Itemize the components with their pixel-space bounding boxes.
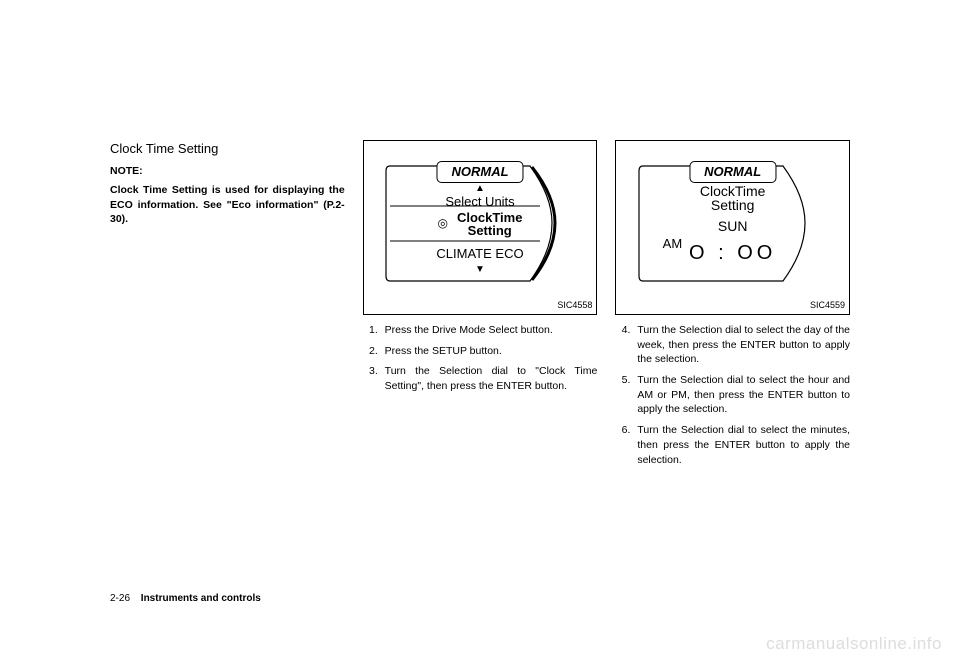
normal-badge: NORMAL (436, 161, 523, 183)
clocktime-text-2: ClockTime (633, 184, 833, 198)
step-1: Press the Drive Mode Select button. (381, 323, 598, 338)
step-4: Turn the Selection dial to select the da… (633, 323, 850, 367)
step-2: Press the SETUP button. (381, 344, 598, 359)
clock-time-row: ◎ ClockTime Setting (380, 211, 580, 237)
watermark: carmanualsonline.info (766, 634, 942, 654)
step-5: Turn the Selection dial to select the ho… (633, 373, 850, 417)
step-6: Turn the Selection dial to select the mi… (633, 423, 850, 467)
arrow-down-icon: ▼ (475, 263, 485, 277)
figure-1: NORMAL ▲ Select Units ◎ ClockTime Settin… (363, 140, 598, 315)
time-display: O : OO (633, 239, 833, 267)
select-units-text: Select Units (380, 193, 580, 211)
figure-2: NORMAL ClockTime Setting SUN AM O : OO S… (615, 140, 850, 315)
page-footer: 2-26 Instruments and controls (110, 593, 261, 604)
figure-code-2: SIC4559 (810, 299, 845, 312)
day-text: SUN (633, 217, 833, 237)
section-title: Clock Time Setting (110, 140, 345, 158)
column-1: Clock Time Setting NOTE: Clock Time Sett… (110, 140, 345, 473)
footer-section: Instruments and controls (141, 593, 261, 604)
enter-symbol-icon: ◎ (438, 216, 448, 230)
climate-eco-text: CLIMATE ECO (380, 245, 580, 263)
figure-code-1: SIC4558 (557, 299, 592, 312)
note-body: Clock Time Setting is used for displayin… (110, 183, 345, 227)
note-label: NOTE: (110, 164, 345, 179)
page-number: 2-26 (110, 593, 130, 604)
step-3: Turn the Selection dial to "Clock Time S… (381, 364, 598, 393)
page-content: Clock Time Setting NOTE: Clock Time Sett… (0, 0, 960, 503)
column-2: NORMAL ▲ Select Units ◎ ClockTime Settin… (363, 140, 598, 473)
setting-label: Setting (457, 224, 523, 237)
normal-badge-2: NORMAL (689, 161, 776, 183)
setting-text-2: Setting (633, 198, 833, 212)
column-3: NORMAL ClockTime Setting SUN AM O : OO S… (615, 140, 850, 473)
steps-list-right: Turn the Selection dial to select the da… (615, 323, 850, 467)
steps-list-left: Press the Drive Mode Select button. Pres… (363, 323, 598, 394)
